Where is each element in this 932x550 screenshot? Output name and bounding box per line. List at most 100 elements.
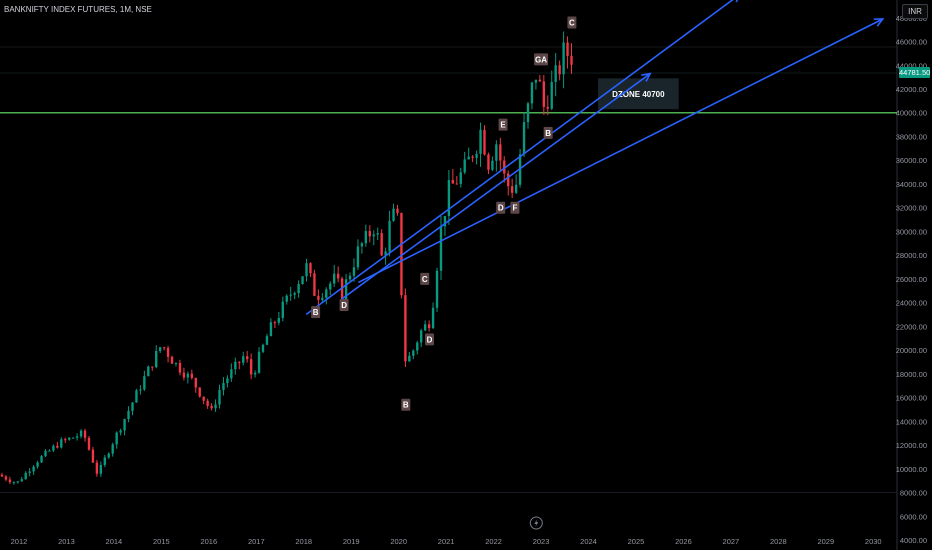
candle-body <box>514 184 518 193</box>
candle-body <box>495 144 498 161</box>
candle-body <box>214 404 217 409</box>
candle-body <box>119 430 122 433</box>
x-tick-label: 2022 <box>485 537 502 546</box>
candle-body <box>107 453 110 458</box>
candle-body <box>186 373 190 378</box>
candle-body <box>44 450 47 457</box>
candle-body <box>170 356 174 364</box>
candle-body <box>526 103 530 123</box>
candle-body <box>265 336 269 345</box>
candle-body <box>558 65 561 75</box>
y-tick-label: 8000.00 <box>900 489 927 498</box>
lightning-icon <box>529 516 543 530</box>
candle-body <box>111 444 114 454</box>
x-tick-label: 2012 <box>11 537 28 546</box>
candle-body <box>202 396 205 401</box>
candle-body <box>143 376 146 390</box>
candle-body <box>455 183 458 185</box>
candle-body <box>190 373 194 378</box>
candle-body <box>24 472 27 480</box>
trendline-arrow <box>641 72 652 82</box>
candle-body <box>301 276 304 285</box>
candle-body <box>309 263 312 274</box>
candle-body <box>534 79 538 83</box>
candle-body <box>479 129 482 154</box>
x-tick-label: 2013 <box>58 537 75 546</box>
symbol-title: BANKNIFTY INDEX FUTURES, 1M, NSE <box>4 5 152 14</box>
candle-body <box>32 466 35 472</box>
candle-body <box>372 234 375 237</box>
y-tick-label: 14000.00 <box>896 417 927 426</box>
candle-body <box>566 42 569 56</box>
candle-body <box>463 159 466 173</box>
candle-body <box>242 356 245 363</box>
candle-body <box>459 172 462 184</box>
candle-body <box>64 439 67 441</box>
demand-zone <box>598 78 679 110</box>
x-tick-label: 2023 <box>533 537 550 546</box>
demand-zone-label: DZONE 40700 <box>612 90 665 99</box>
candle-body <box>400 212 403 296</box>
candle-body <box>293 293 296 295</box>
y-tick-label: 30000.00 <box>896 227 927 236</box>
candle-body <box>95 462 99 474</box>
candle-body <box>238 361 241 363</box>
candle-body <box>178 362 182 373</box>
candle-body <box>510 186 514 193</box>
pattern-label-box <box>510 201 520 214</box>
candle-body <box>123 419 126 431</box>
candle-body <box>329 283 332 290</box>
trendline-arrow <box>873 18 885 27</box>
candle-body <box>174 362 178 364</box>
last-price-tag: 44781.50 <box>899 67 931 78</box>
y-tick-label: 24000.00 <box>896 299 927 308</box>
candle-body <box>325 289 328 298</box>
candle-body <box>40 456 43 463</box>
candle-body <box>249 359 253 375</box>
candle-body <box>336 273 340 279</box>
candle-body <box>491 160 494 170</box>
candle-body <box>538 79 542 82</box>
candle-body <box>360 243 364 247</box>
y-tick-label: 36000.00 <box>896 156 927 165</box>
candle-body <box>218 390 221 405</box>
candle-body <box>420 330 423 343</box>
candle-body <box>206 400 209 406</box>
candle-body <box>135 390 138 403</box>
candle-body <box>305 263 308 277</box>
x-tick-label: 2021 <box>438 537 455 546</box>
pattern-label-box <box>567 16 577 29</box>
candle-body <box>4 476 8 480</box>
pattern-label-box <box>498 118 508 131</box>
pattern-label-box <box>420 272 430 285</box>
candle-body <box>234 361 237 370</box>
candle-body <box>273 322 277 324</box>
candle-body <box>60 439 63 448</box>
candle-body <box>352 267 356 276</box>
x-tick-label: 2018 <box>295 537 312 546</box>
candle-body <box>471 156 474 158</box>
candle-body <box>348 275 352 280</box>
candle-body <box>158 347 162 352</box>
x-tick-label: 2029 <box>817 537 834 546</box>
candle-body <box>435 270 439 308</box>
candle-body <box>56 445 59 448</box>
pattern-label: B <box>545 129 551 138</box>
x-tick-label: 2015 <box>153 537 170 546</box>
currency-button[interactable]: INR <box>902 4 928 19</box>
candle-body <box>522 122 526 155</box>
candle-body <box>68 437 71 440</box>
candle-body <box>499 144 502 161</box>
trendline <box>357 18 884 284</box>
x-tick-label: 2020 <box>390 537 407 546</box>
candle-body <box>439 226 443 271</box>
y-tick-label: 26000.00 <box>896 275 927 284</box>
candle-body <box>222 383 225 391</box>
candle-body <box>550 82 553 109</box>
candle-body <box>427 324 431 329</box>
candle-body <box>388 220 391 252</box>
candle-body <box>253 372 257 375</box>
candle-body <box>412 350 415 356</box>
y-tick-label: 38000.00 <box>896 132 927 141</box>
